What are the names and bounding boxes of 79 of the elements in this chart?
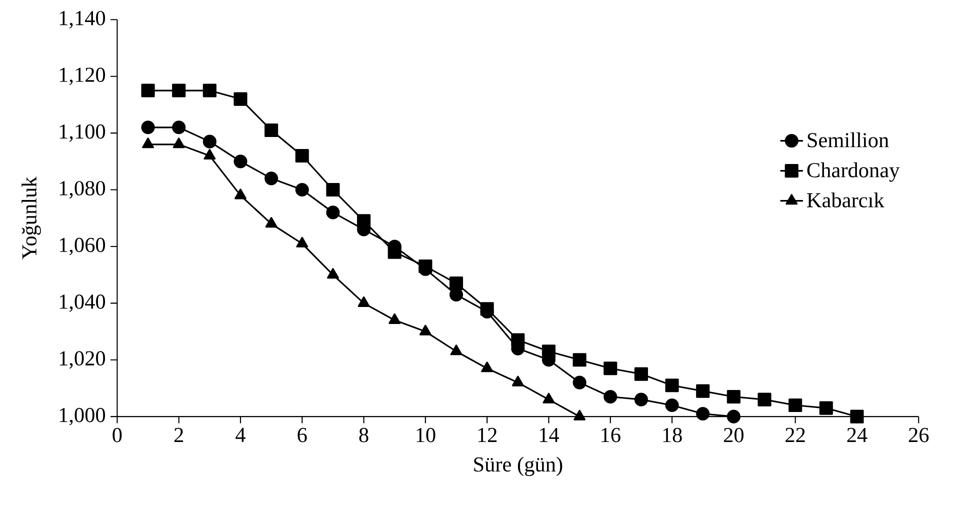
point <box>264 172 278 186</box>
point <box>388 245 402 259</box>
y-tick-label: 1,120 <box>60 68 106 86</box>
x-tick-label: 12 <box>478 428 497 442</box>
point <box>572 376 586 390</box>
point <box>419 324 432 336</box>
y-tick-label: 1,020 <box>60 351 106 369</box>
y-tick-label: 1,100 <box>60 124 106 142</box>
x-tick-label: 6 <box>298 428 307 442</box>
point <box>511 333 525 347</box>
point <box>234 92 248 106</box>
x-tick-label: 4 <box>236 428 246 442</box>
y-tick-label: 1,060 <box>60 238 106 256</box>
point <box>295 182 309 197</box>
point <box>850 410 864 424</box>
point <box>296 236 308 248</box>
point <box>418 260 432 274</box>
x-tick-label: 26 <box>908 428 929 442</box>
point <box>634 367 648 381</box>
point <box>726 390 740 404</box>
point <box>326 268 339 279</box>
x-tick-label: 10 <box>416 428 436 442</box>
point <box>512 376 524 386</box>
point <box>696 384 710 398</box>
point <box>172 120 186 134</box>
point <box>758 392 772 406</box>
y-tick-label: 1,140 <box>60 10 106 28</box>
point <box>358 296 370 307</box>
point <box>480 302 494 316</box>
point <box>265 217 278 228</box>
y-tick-label: 1,040 <box>60 294 106 312</box>
point <box>326 206 340 220</box>
point <box>202 84 216 98</box>
point <box>665 378 679 392</box>
point <box>172 84 186 98</box>
point <box>449 276 464 290</box>
point <box>726 410 740 424</box>
point <box>634 392 648 406</box>
point <box>234 188 246 200</box>
point <box>542 344 556 358</box>
point <box>665 398 679 412</box>
x-tick-label: 14 <box>540 428 560 442</box>
point <box>357 214 371 228</box>
legend-label: Chardonay <box>807 162 900 182</box>
legend-label: Kabarcık <box>807 192 884 208</box>
point <box>604 390 618 404</box>
x-tick-label: 20 <box>724 428 744 442</box>
point <box>264 123 278 138</box>
point <box>172 138 185 148</box>
x-tick-label: 8 <box>359 428 368 442</box>
legend-label: Semillion <box>808 132 889 148</box>
point <box>326 182 340 197</box>
y-tick-label: 1,000 <box>60 408 106 426</box>
x-tick-label: 16 <box>602 428 620 442</box>
point <box>234 154 248 168</box>
x-tick-label: 2 <box>174 428 183 442</box>
point <box>141 84 155 98</box>
x-axis-title: Süre (gün) <box>474 456 562 476</box>
point <box>696 406 710 421</box>
point <box>388 313 401 324</box>
point <box>450 344 462 356</box>
point <box>574 410 586 420</box>
x-tick-label: 18 <box>663 428 682 442</box>
point <box>202 134 216 148</box>
point <box>572 353 586 367</box>
point <box>542 392 555 404</box>
x-tick-label: 24 <box>847 428 868 442</box>
point <box>788 398 802 412</box>
point <box>204 148 216 160</box>
y-axis-title: Yoğunluk <box>22 176 41 260</box>
point <box>481 362 494 372</box>
x-tick-label: 0 <box>112 428 122 442</box>
point <box>604 362 618 376</box>
x-tick-label: 22 <box>786 428 805 442</box>
y-tick-label: 1,080 <box>60 181 106 198</box>
point <box>142 138 154 148</box>
point <box>295 148 309 163</box>
point <box>141 120 155 134</box>
point <box>819 401 833 415</box>
